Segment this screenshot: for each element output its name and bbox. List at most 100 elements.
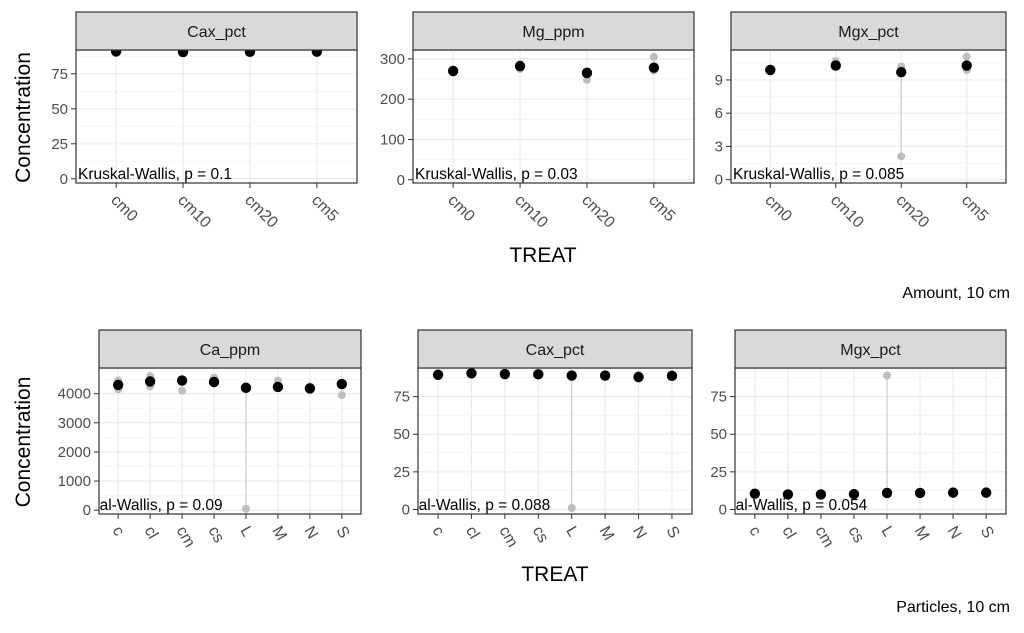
facet-strip — [734, 329, 1007, 369]
raw-point — [337, 391, 346, 400]
mean-point — [336, 378, 348, 390]
y-axis-title: Concentration — [12, 52, 35, 183]
mean-point — [144, 376, 156, 387]
y-tick-label: 1000 — [58, 473, 91, 490]
x-tick-label: cm0 — [107, 192, 140, 225]
mean-point — [648, 62, 660, 73]
x-tick-label: L — [562, 524, 581, 540]
x-tick-label: cm5 — [958, 192, 991, 225]
raw-point — [178, 386, 187, 395]
x-tick-label: N — [944, 524, 965, 543]
x-axis-title: TREAT — [521, 563, 588, 586]
facet-strip — [417, 329, 693, 369]
raw-point — [897, 152, 906, 161]
facet-group-2: Kruskal-Wallis, p = 0.090100020003000400… — [12, 329, 1010, 616]
facet-group-1: Kruskal-Wallis, p = 0.1 0 25 50 75 cm0 cm10 cm2… — [12, 11, 1010, 302]
raw-point — [582, 75, 591, 84]
facet-strip-label: Ca_ppm — [200, 342, 260, 359]
panel-background — [99, 368, 361, 514]
raw-point — [649, 52, 658, 61]
data-layer: Kruskal-Wallis, p = 0.09 — [60, 372, 348, 514]
y-tick-label: 0 — [402, 501, 410, 518]
x-tick-label: cm5 — [308, 192, 341, 225]
facet-strip-label: Mg_ppm — [522, 24, 584, 41]
panel-background — [731, 50, 1006, 183]
mean-point — [815, 489, 827, 500]
y-tick-label: 9 — [715, 72, 723, 89]
x-tick-label: cm10 — [827, 192, 867, 232]
mean-point — [311, 50, 323, 57]
y-tick-label: 25 — [710, 464, 727, 481]
x-tick-label: cl — [778, 524, 799, 543]
panel-background — [76, 50, 357, 183]
mean-point — [514, 60, 526, 72]
x-tick-label: S — [332, 524, 352, 542]
y-tick-label: 4000 — [58, 386, 91, 403]
mean-point — [240, 382, 252, 394]
mean-point — [599, 370, 611, 381]
mean-point — [466, 368, 477, 379]
x-tick-label: cm20 — [241, 192, 281, 232]
y-tick-label: 25 — [393, 464, 410, 481]
y-tick-label: 75 — [710, 389, 727, 406]
mean-point — [566, 370, 577, 381]
x-tick-label: c — [109, 524, 128, 539]
mean-point — [848, 488, 860, 500]
x-axis-title: TREAT — [509, 244, 576, 267]
raw-point — [241, 504, 250, 513]
x-tick-label: cm20 — [578, 192, 618, 232]
panel-mg-ppm: Kruskal-Wallis, p = 0.03 0 100 200 300 cm0 cm1… — [380, 11, 695, 232]
x-tick-label: cs — [845, 524, 868, 546]
facet-strip-label: Mgx_pct — [838, 24, 899, 41]
mean-point — [896, 66, 907, 78]
mean-point — [749, 488, 761, 499]
y-tick-label: 75 — [51, 66, 68, 83]
x-tick-label: cm20 — [892, 192, 932, 232]
y-tick-label: 3 — [715, 138, 723, 155]
mean-point — [177, 50, 189, 58]
facet-strip — [412, 11, 695, 51]
x-tick-label: cs — [529, 524, 552, 546]
facet-strip — [730, 11, 1007, 51]
y-tick-label: 300 — [380, 51, 405, 68]
y-tick-label: 2000 — [58, 444, 91, 461]
x-tick-label: M — [268, 524, 289, 544]
kruskal-wallis-annotation: Kruskal-Wallis, p = 0.088 — [379, 497, 550, 514]
figure-caption: Particles, 10 cm — [896, 599, 1010, 616]
mean-point — [272, 381, 284, 393]
x-tick-label: L — [237, 524, 256, 540]
mean-point — [765, 64, 776, 76]
mean-point — [666, 370, 678, 382]
panel-background — [413, 50, 694, 183]
mean-point — [881, 487, 893, 499]
x-tick-label: S — [977, 524, 997, 542]
panel-ca-ppm: Kruskal-Wallis, p = 0.090 1000 2000 3000 400… — [58, 329, 362, 550]
x-tick-label: cm — [495, 524, 520, 551]
mean-point — [533, 369, 544, 380]
x-tick-label: cl — [141, 524, 162, 543]
x-tick-label: M — [596, 524, 617, 544]
kruskal-wallis-annotation: Kruskal-Wallis, p = 0.03 — [415, 166, 578, 183]
facet-strip-label: Cax_pct — [526, 342, 585, 359]
x-tick-label: c — [745, 524, 764, 539]
facet-strip — [98, 329, 362, 369]
y-tick-label: 0 — [397, 172, 405, 189]
mean-point — [830, 60, 841, 71]
x-tick-label: cm10 — [174, 192, 214, 232]
x-tick-label: c — [429, 524, 448, 539]
kruskal-wallis-annotation: Kruskal-Wallis, p = 0.09 — [60, 497, 223, 514]
mean-point — [581, 67, 593, 79]
x-tick-label: cm5 — [645, 192, 678, 225]
x-tick-label: cl — [462, 524, 483, 543]
mean-point — [432, 369, 444, 380]
x-tick-label: cm10 — [511, 192, 551, 232]
y-axis-title: Concentration — [12, 377, 35, 508]
mean-point — [208, 376, 220, 388]
mean-point — [961, 60, 972, 71]
mean-point — [112, 379, 124, 391]
y-tick-label: 50 — [51, 101, 68, 118]
x-tick-label: L — [878, 524, 897, 540]
x-tick-label: cm0 — [761, 192, 794, 225]
kruskal-wallis-annotation: Kruskal-Wallis, p = 0.1 — [78, 166, 232, 183]
